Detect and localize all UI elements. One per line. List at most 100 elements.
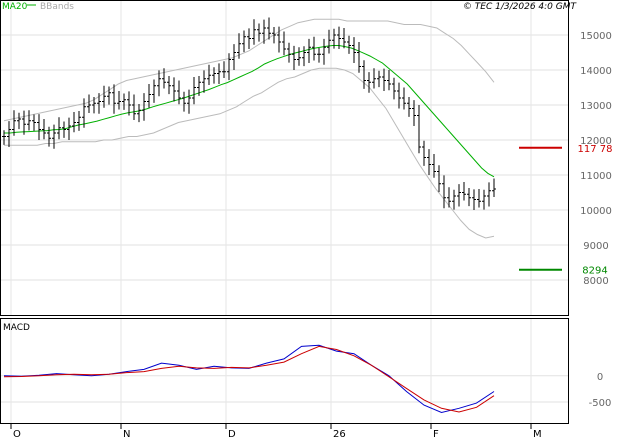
price-bar xyxy=(477,189,481,208)
price-bar xyxy=(442,175,446,209)
price-bar xyxy=(397,82,401,109)
price-bar xyxy=(212,67,216,84)
price-panel-frame xyxy=(0,0,569,316)
price-bar xyxy=(492,178,496,198)
price-bar xyxy=(222,61,226,79)
price-bar xyxy=(182,91,186,112)
price-bar xyxy=(237,33,241,59)
price-bar xyxy=(107,86,111,105)
price-bar xyxy=(227,53,231,81)
macd-title: MACD xyxy=(3,323,30,333)
price-bar xyxy=(282,31,286,56)
price-tick-label: 9000 xyxy=(583,241,608,252)
price-bar xyxy=(112,84,116,114)
price-bar xyxy=(462,182,466,201)
price-bar xyxy=(247,28,251,49)
legend: MA20 BBands xyxy=(2,2,74,12)
price-bar xyxy=(342,28,346,49)
price-tick-label: 10000 xyxy=(580,206,612,217)
price-bar xyxy=(472,189,476,210)
bb-upper-line xyxy=(3,18,495,122)
price-bar xyxy=(162,68,166,89)
x-axis-labels: O N D 26 F M xyxy=(10,423,542,440)
price-tick-label: 14000 xyxy=(580,66,612,77)
x-tick-label: M xyxy=(533,429,542,440)
price-tick-label: 13000 xyxy=(580,101,612,112)
price-bar xyxy=(362,60,366,89)
price-bar xyxy=(22,110,26,135)
chart-source: © TEC 1/3/2026 4:0 GMT xyxy=(463,2,578,12)
reference-levels: 117 78 8294 xyxy=(519,144,613,277)
x-tick-label: 26 xyxy=(333,429,346,440)
x-tick-label: O xyxy=(13,429,21,440)
price-tick-label: 12000 xyxy=(580,136,612,147)
price-bar xyxy=(302,46,306,67)
price-bar xyxy=(322,38,326,65)
price-bar xyxy=(142,93,146,121)
price-bar xyxy=(467,187,471,207)
price-bar xyxy=(97,93,101,114)
reference-level-label: 117 78 xyxy=(578,144,613,155)
price-bar xyxy=(17,112,21,130)
price-bar xyxy=(192,77,196,105)
price-bar xyxy=(122,93,126,110)
x-tick-label: N xyxy=(123,429,130,440)
price-bar xyxy=(387,70,391,91)
chart-frame xyxy=(0,0,569,424)
price-bar xyxy=(432,154,436,178)
price-bar xyxy=(367,72,371,93)
price-bar xyxy=(32,114,36,131)
price-bar xyxy=(422,140,426,166)
price-bar xyxy=(257,23,261,42)
price-bar xyxy=(457,184,461,207)
price-bar xyxy=(317,47,321,63)
price-tick-label: 8000 xyxy=(583,276,608,287)
price-bar xyxy=(267,17,271,40)
price-bar xyxy=(77,110,81,131)
price-bar xyxy=(2,130,6,145)
price-bar xyxy=(117,91,121,110)
price-bar xyxy=(487,182,491,207)
price-bar xyxy=(42,119,46,140)
price-bar xyxy=(152,79,156,103)
price-bar xyxy=(287,42,291,63)
price-bar xyxy=(207,64,211,86)
price-bar xyxy=(402,87,406,110)
price-bar xyxy=(82,98,86,128)
price-bar xyxy=(327,29,331,54)
price-bar xyxy=(62,121,66,138)
price-bar xyxy=(407,96,411,117)
price-bar xyxy=(147,84,151,108)
price-bar xyxy=(452,189,456,210)
macd-tick-label: 0 xyxy=(597,372,603,383)
price-bar xyxy=(252,19,256,45)
price-bar xyxy=(157,70,161,97)
x-tick-label: D xyxy=(228,429,236,440)
price-bar xyxy=(337,26,341,49)
price-bar xyxy=(197,75,201,96)
legend-bbands: BBands xyxy=(40,2,74,12)
price-bar xyxy=(27,110,31,131)
price-bar xyxy=(437,165,441,193)
price-bar xyxy=(232,44,236,70)
price-bar xyxy=(332,28,336,49)
price-bar xyxy=(377,70,381,88)
price-bar xyxy=(57,117,61,140)
price-bar xyxy=(127,91,131,116)
price-bar xyxy=(87,94,91,114)
price-bar xyxy=(67,117,71,140)
price-bar xyxy=(292,45,296,70)
price-bar xyxy=(352,37,356,63)
reference-level-label: 8294 xyxy=(582,266,607,277)
price-bar xyxy=(372,68,376,89)
price-bar xyxy=(357,42,361,73)
y-axis-labels: 8000 9000 10000 11000 12000 13000 14000 15000 0 -… xyxy=(580,31,612,409)
price-bars xyxy=(2,17,496,210)
price-bar xyxy=(262,19,266,44)
price-bar xyxy=(202,70,206,93)
bb-lower-line xyxy=(4,67,495,239)
x-tick-label: F xyxy=(433,429,439,440)
price-bar xyxy=(382,68,386,91)
